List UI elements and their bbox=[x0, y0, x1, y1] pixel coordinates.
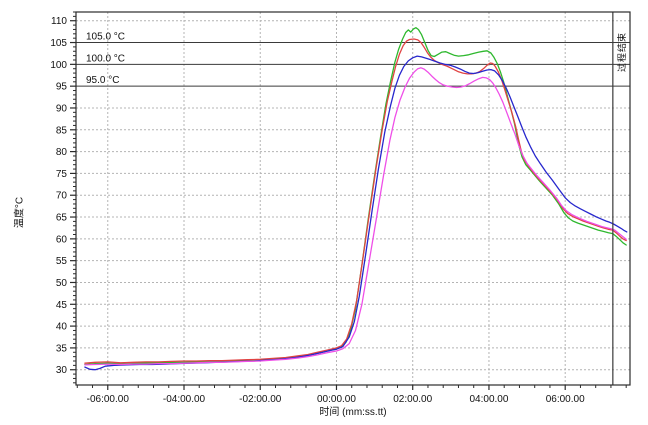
x-tick-label-04:00.00: 04:00.00 bbox=[469, 394, 508, 405]
y-tick-label-45: 45 bbox=[56, 300, 68, 311]
y-tick-label-55: 55 bbox=[56, 256, 68, 267]
plot-frame bbox=[75, 11, 631, 386]
y-tick-label-35: 35 bbox=[56, 343, 68, 354]
series-blue-line bbox=[84, 55, 628, 371]
process-end-marker-label: 过程结束 bbox=[616, 32, 627, 72]
ref-line-label-95: 95.0 °C bbox=[86, 75, 119, 86]
y-tick-label-100: 100 bbox=[50, 60, 67, 71]
x-tick-label--02:00.00: -02:00.00 bbox=[239, 394, 282, 405]
y-tick-label-110: 110 bbox=[51, 16, 67, 27]
x-tick-label--06:00.00: -06:00.00 bbox=[87, 394, 130, 405]
y-tick-label-70: 70 bbox=[56, 191, 68, 202]
x-tick-label-06:00.00: 06:00.00 bbox=[546, 394, 585, 405]
ref-line-label-100: 100.0 °C bbox=[86, 53, 125, 64]
x-tick-label-00:00.00: 00:00.00 bbox=[317, 394, 356, 405]
y-tick-label-30: 30 bbox=[56, 365, 68, 376]
x-tick-label--04:00.00: -04:00.00 bbox=[163, 394, 206, 405]
x-axis-title: 时间 (mm:ss.tt) bbox=[319, 407, 387, 418]
y-tick-label-65: 65 bbox=[56, 213, 68, 224]
y-tick-label-75: 75 bbox=[56, 169, 68, 180]
series-magenta-line bbox=[84, 67, 627, 366]
y-tick-label-50: 50 bbox=[56, 278, 68, 289]
y-tick-label-95: 95 bbox=[56, 82, 68, 93]
y-tick-label-105: 105 bbox=[50, 38, 67, 49]
y-axis-title: 温度°C bbox=[14, 196, 26, 229]
x-tick-label-02:00.00: 02:00.00 bbox=[393, 394, 432, 405]
y-tick-label-90: 90 bbox=[56, 103, 68, 114]
y-tick-label-60: 60 bbox=[56, 234, 68, 245]
ref-line-label-105: 105.0 °C bbox=[86, 32, 125, 43]
y-tick-label-80: 80 bbox=[56, 147, 68, 158]
y-tick-label-40: 40 bbox=[56, 322, 68, 333]
y-tick-label-85: 85 bbox=[56, 125, 68, 136]
